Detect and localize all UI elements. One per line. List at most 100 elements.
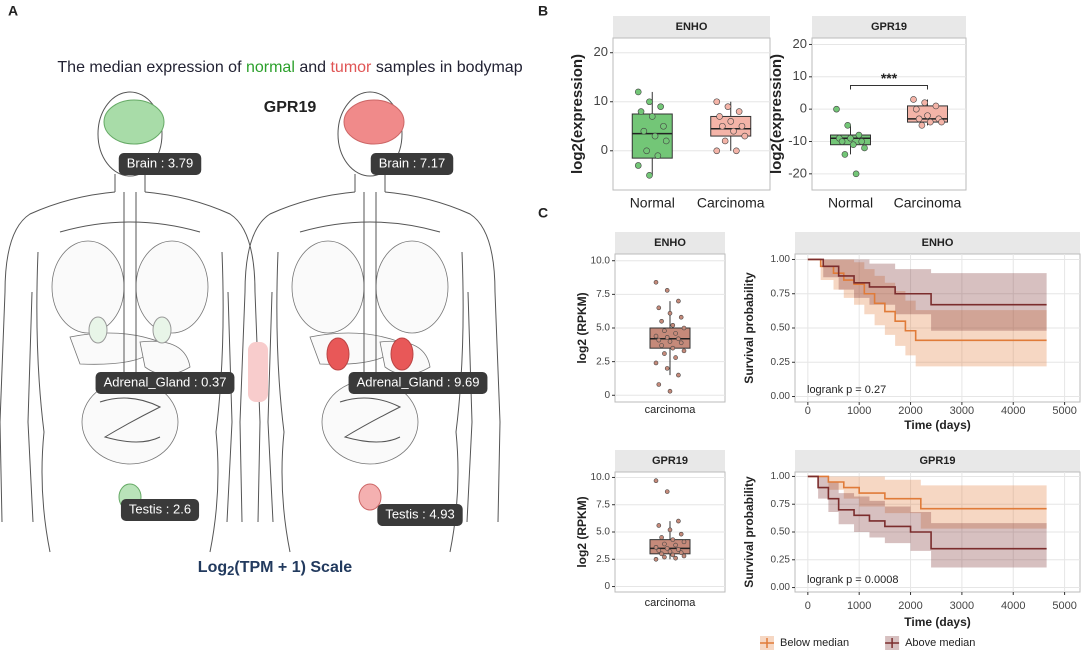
x-axis-label: Time (days) bbox=[904, 418, 970, 432]
bracket bbox=[850, 84, 928, 90]
y-tick-label: -20 bbox=[788, 165, 807, 180]
point bbox=[673, 355, 678, 360]
point bbox=[662, 328, 667, 333]
x-tick-label: 3000 bbox=[950, 600, 974, 612]
x-tick-label: Carcinoma bbox=[697, 195, 765, 211]
gene-title: GPR19 bbox=[264, 99, 317, 116]
point bbox=[678, 531, 684, 537]
point bbox=[678, 550, 684, 556]
y-tick-label: 1.00 bbox=[771, 254, 791, 265]
point bbox=[643, 147, 650, 155]
point bbox=[847, 134, 854, 142]
label-text: Testis : 4.93 bbox=[385, 506, 454, 521]
point bbox=[858, 138, 866, 145]
panel-title: ENHO bbox=[654, 237, 686, 249]
y-tick-label: 10.0 bbox=[591, 255, 611, 266]
y-axis-label: Survival probability bbox=[742, 272, 756, 384]
x-axis-label: Time (days) bbox=[904, 615, 970, 629]
panel-label: B bbox=[538, 3, 548, 19]
y-tick-label: 0.00 bbox=[771, 582, 791, 593]
point bbox=[716, 113, 723, 120]
label-text: Adrenal_Gland : 9.69 bbox=[357, 374, 480, 389]
survival-line bbox=[807, 475, 1047, 550]
box bbox=[710, 115, 752, 137]
point bbox=[670, 552, 676, 558]
point bbox=[738, 122, 746, 130]
point bbox=[656, 382, 662, 387]
point bbox=[662, 554, 667, 560]
point bbox=[852, 170, 860, 178]
point bbox=[634, 162, 642, 169]
point bbox=[676, 547, 681, 552]
y-tick-label: 0.25 bbox=[771, 554, 791, 565]
point bbox=[678, 314, 684, 320]
x-tick-label: 5000 bbox=[1052, 405, 1076, 417]
point bbox=[727, 118, 735, 125]
title-part: tumor bbox=[330, 59, 372, 76]
point bbox=[921, 99, 929, 106]
adrenal bbox=[390, 337, 414, 371]
scale-rest: (TPM + 1) Scale bbox=[234, 559, 352, 576]
label-box bbox=[377, 504, 463, 526]
point bbox=[664, 335, 670, 340]
point bbox=[673, 542, 678, 548]
point bbox=[648, 113, 656, 120]
point bbox=[730, 127, 737, 135]
point bbox=[841, 151, 849, 158]
label-text: Brain : 3.79 bbox=[127, 155, 194, 170]
point bbox=[659, 318, 664, 324]
point bbox=[713, 98, 721, 106]
point bbox=[924, 112, 931, 119]
panel-title: GPR19 bbox=[871, 21, 907, 33]
point bbox=[721, 137, 729, 145]
scale-main: Log bbox=[198, 559, 227, 576]
point bbox=[662, 541, 667, 547]
point bbox=[656, 523, 662, 528]
point bbox=[667, 549, 673, 554]
survival-line bbox=[807, 258, 1047, 342]
point bbox=[653, 333, 659, 339]
x-tick-label: carcinoma bbox=[645, 404, 697, 416]
y-tick-label: 5.0 bbox=[596, 527, 610, 538]
title-part: normal bbox=[246, 59, 295, 76]
point bbox=[676, 336, 681, 342]
point bbox=[681, 539, 687, 545]
y-tick-label: 0 bbox=[604, 581, 610, 592]
point bbox=[653, 279, 659, 285]
y-tick-label: 7.5 bbox=[596, 499, 610, 510]
point bbox=[833, 105, 840, 113]
point bbox=[659, 343, 664, 348]
y-tick-label: 10 bbox=[594, 93, 608, 108]
organ-label: Adrenal_Gland : 0.37 bbox=[95, 372, 235, 394]
point bbox=[910, 96, 917, 103]
point bbox=[659, 535, 664, 540]
label-box bbox=[120, 499, 200, 521]
y-tick-label: 10 bbox=[793, 68, 807, 83]
point bbox=[678, 340, 684, 346]
point bbox=[662, 137, 670, 145]
survival-line bbox=[807, 258, 1047, 306]
scale-label: Log2(TPM + 1) Scale bbox=[198, 559, 352, 578]
survival-line bbox=[807, 475, 1047, 510]
y-axis-label: log2(expression) bbox=[569, 54, 586, 174]
point bbox=[676, 518, 681, 524]
organ-label: Testis : 4.93 bbox=[377, 504, 463, 526]
label-text: Adrenal_Gland : 0.37 bbox=[104, 374, 227, 389]
brain bbox=[343, 99, 405, 145]
y-tick-label: 1.00 bbox=[771, 471, 791, 482]
point bbox=[653, 556, 659, 562]
point bbox=[676, 298, 681, 304]
point bbox=[713, 147, 721, 155]
y-tick-label: 0.75 bbox=[771, 499, 791, 510]
brain bbox=[103, 99, 165, 145]
panel-label: A bbox=[8, 3, 18, 19]
point bbox=[741, 132, 749, 140]
point bbox=[662, 351, 667, 356]
y-tick-label: 0 bbox=[601, 142, 608, 157]
panel-title: ENHO bbox=[676, 21, 708, 33]
y-tick-label: 0.50 bbox=[771, 527, 791, 538]
point bbox=[681, 325, 687, 331]
point bbox=[912, 105, 920, 113]
point bbox=[664, 288, 670, 293]
point bbox=[664, 489, 670, 494]
